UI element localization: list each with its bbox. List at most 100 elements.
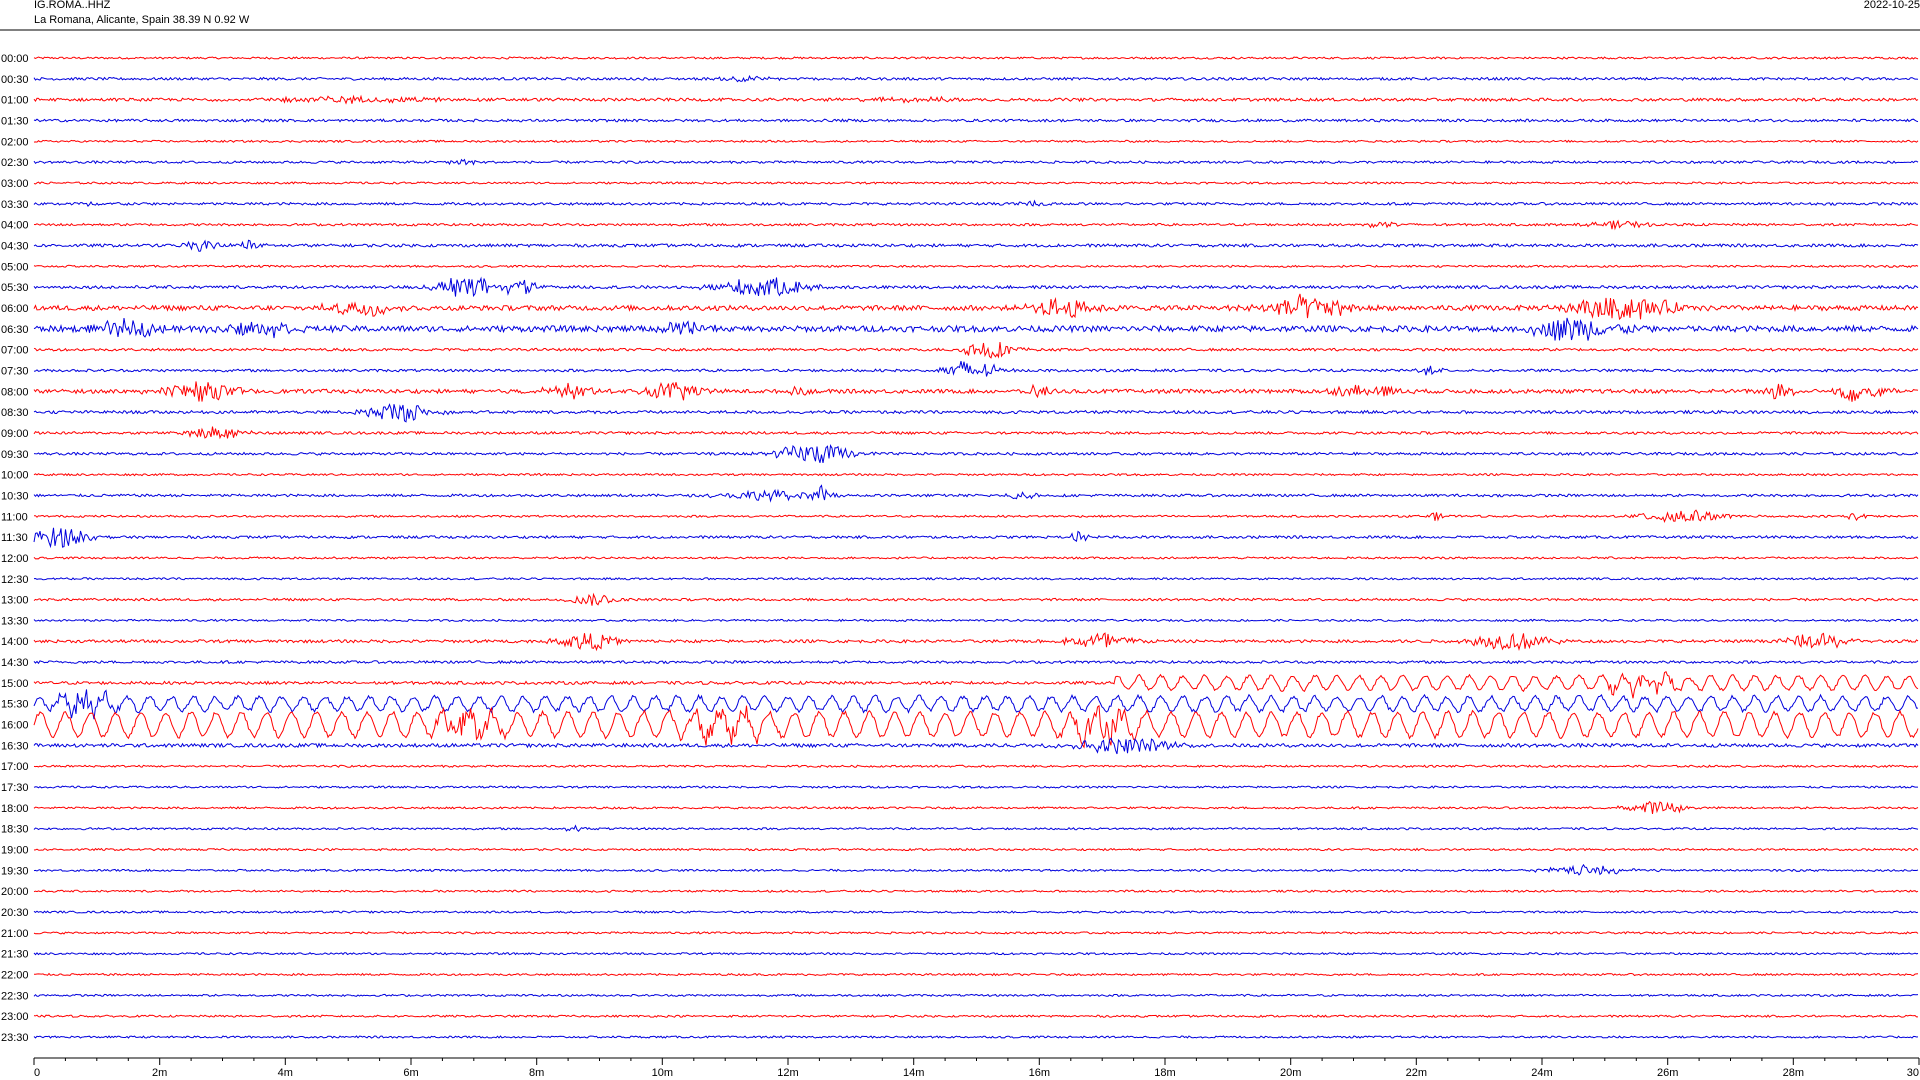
row-time-label: 20:30 xyxy=(1,907,29,919)
x-tick-label: 10m xyxy=(652,1067,673,1079)
trace-line xyxy=(33,577,1919,581)
row-time-label: 01:30 xyxy=(1,116,29,128)
x-tick-label: 12m xyxy=(777,1067,798,1079)
trace-line xyxy=(33,556,1919,560)
row-time-label: 01:00 xyxy=(1,95,29,107)
row-time-label: 14:30 xyxy=(1,657,29,669)
x-axis: 0 2m 4m 6m 8m 10m 12m 14m 16m 18m 20m 22m 24m 26m 28m 3… xyxy=(33,1057,1920,1079)
x-tick-label: 22m xyxy=(1406,1067,1427,1079)
trace-line xyxy=(33,910,1919,914)
trace-line xyxy=(33,94,1919,105)
row-time-label: 05:00 xyxy=(1,261,29,273)
trace-line xyxy=(33,239,1919,252)
row-time-label: 11:00 xyxy=(1,511,28,523)
row-time-label: 04:30 xyxy=(1,241,29,253)
row-time-label: 19:00 xyxy=(1,845,29,857)
row-time-label: 11:30 xyxy=(1,532,28,544)
trace-line xyxy=(33,74,1919,83)
row-time-label: 19:30 xyxy=(1,865,29,877)
row-time-label: 14:00 xyxy=(1,636,29,648)
plot-date: 2022-10-25 xyxy=(1864,0,1920,11)
row-time-label: 04:00 xyxy=(1,220,29,232)
row-time-label: 09:30 xyxy=(1,449,29,461)
trace-line xyxy=(33,293,1919,321)
row-time-label: 17:30 xyxy=(1,782,29,794)
trace-line xyxy=(33,993,1919,998)
x-tick-label: 26m xyxy=(1657,1067,1678,1079)
row-time-label: 22:30 xyxy=(1,990,29,1002)
row-time-label: 16:00 xyxy=(1,720,29,732)
trace-line xyxy=(33,1035,1919,1039)
x-tick-label: 16m xyxy=(1029,1067,1050,1079)
row-time-label: 03:00 xyxy=(1,178,29,190)
row-time-label: 16:30 xyxy=(1,740,29,752)
trace-line xyxy=(33,931,1919,935)
trace-line xyxy=(33,360,1919,377)
trace-line xyxy=(33,276,1919,298)
x-tick-label: 18m xyxy=(1154,1067,1175,1079)
row-time-label: 02:30 xyxy=(1,157,29,169)
row-time-label: 10:00 xyxy=(1,470,29,482)
row-time-label: 17:00 xyxy=(1,761,29,773)
row-time-label: 08:30 xyxy=(1,407,29,419)
trace-line xyxy=(33,689,1918,720)
trace-rows: 00:00 00:30 01:00 01:30 02:00 02:30 03:00 03:30… xyxy=(1,53,1919,1044)
trace-line xyxy=(33,403,1919,423)
row-time-label: 00:30 xyxy=(1,74,29,86)
trace-line xyxy=(33,472,1919,477)
trace-line xyxy=(33,659,1919,665)
trace-line xyxy=(33,800,1919,814)
trace-line xyxy=(33,785,1918,789)
trace-line xyxy=(33,737,1919,755)
trace-line xyxy=(33,951,1919,956)
row-time-label: 06:00 xyxy=(1,303,29,315)
trace-line xyxy=(33,158,1919,166)
trace-line xyxy=(33,199,1918,207)
row-time-label: 15:00 xyxy=(1,678,29,690)
trace-line xyxy=(33,219,1919,231)
row-time-label: 12:00 xyxy=(1,553,29,565)
row-time-label: 20:00 xyxy=(1,886,29,898)
row-time-label: 12:30 xyxy=(1,574,29,586)
trace-line xyxy=(33,317,1919,341)
trace-line xyxy=(33,527,1919,549)
trace-line xyxy=(33,764,1919,769)
x-tick-label: 0 xyxy=(34,1067,40,1079)
station-location: La Romana, Alicante, Spain 38.39 N 0.92 … xyxy=(34,14,250,26)
row-time-label: 18:30 xyxy=(1,824,29,836)
trace-line xyxy=(33,670,1919,699)
trace-line xyxy=(33,381,1919,402)
trace-line xyxy=(33,618,1919,623)
trace-line xyxy=(33,264,1919,269)
row-time-label: 06:30 xyxy=(1,324,29,336)
row-time-label: 07:00 xyxy=(1,345,29,357)
x-tick-label: 6m xyxy=(403,1067,418,1079)
x-tick-label: 20m xyxy=(1280,1067,1301,1079)
row-time-label: 13:30 xyxy=(1,615,29,627)
trace-line xyxy=(33,484,1919,503)
row-time-label: 15:30 xyxy=(1,699,29,711)
trace-line xyxy=(33,889,1919,893)
row-time-label: 00:00 xyxy=(1,53,29,65)
row-time-label: 07:30 xyxy=(1,365,29,377)
trace-line xyxy=(33,1014,1918,1018)
x-tick-label: 30 xyxy=(1907,1067,1919,1079)
row-time-label: 18:00 xyxy=(1,803,29,815)
trace-line xyxy=(34,509,1919,524)
row-time-label: 08:00 xyxy=(1,386,29,398)
trace-line xyxy=(33,56,1919,60)
row-time-label: 23:00 xyxy=(1,1011,29,1023)
trace-line xyxy=(33,139,1919,144)
trace-line xyxy=(33,426,1919,440)
trace-line xyxy=(33,443,1919,463)
trace-line xyxy=(33,592,1919,606)
x-tick-label: 28m xyxy=(1783,1067,1804,1079)
row-time-label: 23:30 xyxy=(1,1032,29,1044)
trace-line xyxy=(33,118,1919,123)
x-tick-label: 4m xyxy=(278,1067,293,1079)
row-time-label: 03:30 xyxy=(1,199,29,211)
row-time-label: 22:00 xyxy=(1,970,29,982)
x-tick-label: 8m xyxy=(529,1067,544,1079)
row-time-label: 13:00 xyxy=(1,595,29,607)
